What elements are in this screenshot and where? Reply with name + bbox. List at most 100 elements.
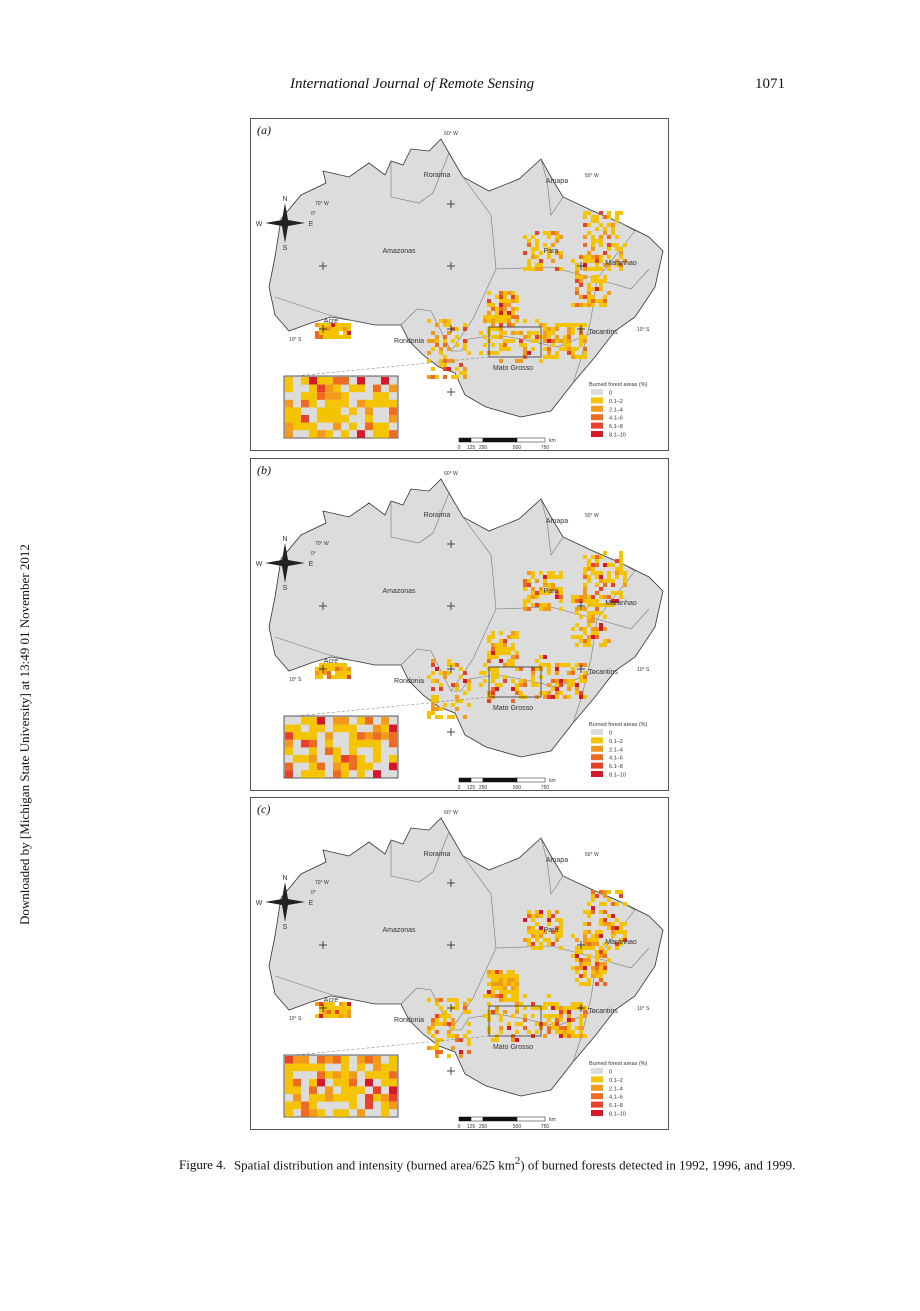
burn-cell — [451, 1046, 455, 1050]
burn-cell — [619, 894, 623, 898]
border-roraima — [390, 831, 450, 883]
inset-cell — [293, 407, 301, 415]
burn-cell — [539, 663, 543, 667]
burn-cell — [455, 1006, 459, 1010]
inset-cell — [373, 392, 381, 400]
burn-cell — [599, 623, 603, 627]
burn-cell — [551, 587, 555, 591]
burn-cell — [523, 603, 527, 607]
burn-cell — [531, 1002, 535, 1006]
burn-cell — [527, 595, 531, 599]
inset-cell — [317, 1078, 325, 1087]
burn-cell — [623, 243, 627, 247]
scalebar-tick: 0 — [458, 785, 461, 791]
burn-cell — [603, 970, 607, 974]
burn-cells — [315, 890, 627, 1058]
burn-cell — [587, 579, 591, 583]
burn-cell — [487, 303, 491, 307]
burn-cell — [607, 255, 611, 259]
burn-cell — [607, 639, 611, 643]
burn-cell — [591, 287, 595, 291]
burn-cell — [555, 355, 559, 359]
inset-cell — [389, 1101, 397, 1110]
burn-cell — [531, 914, 535, 918]
burn-cell — [575, 291, 579, 295]
scalebar-segment — [516, 437, 546, 443]
burn-cell — [583, 303, 587, 307]
burn-cell — [591, 303, 595, 307]
inset-cell — [301, 1063, 309, 1072]
burn-cell — [543, 579, 547, 583]
burn-cell — [511, 655, 515, 659]
burn-cell — [583, 275, 587, 279]
burn-cell — [451, 683, 455, 687]
inset-cell — [333, 770, 341, 778]
burn-cell — [487, 1002, 491, 1006]
burn-cell — [495, 667, 499, 671]
burn-cell — [495, 647, 499, 651]
burn-cell — [439, 715, 443, 719]
inset-cell — [373, 1094, 381, 1102]
burn-cell — [463, 1006, 467, 1010]
burn-cell — [615, 235, 619, 239]
legend-swatch — [591, 422, 603, 429]
burn-cell — [619, 267, 623, 271]
burn-cell — [567, 1030, 571, 1034]
burn-cell — [619, 571, 623, 575]
burn-cell — [543, 243, 547, 247]
burn-cell — [547, 1026, 551, 1030]
burn-cell — [571, 1006, 575, 1010]
scalebar-tick: 0 — [458, 445, 461, 451]
burn-cell — [491, 643, 495, 647]
burn-cell — [467, 1010, 471, 1014]
burn-cell — [543, 930, 547, 934]
burn-cell — [543, 1014, 547, 1018]
burn-cell — [447, 323, 451, 327]
inset-cell — [325, 1086, 333, 1094]
inset-cell — [285, 1071, 293, 1079]
burn-cell — [555, 323, 559, 327]
burn-cell — [579, 639, 583, 643]
burn-cell — [495, 311, 499, 315]
burn-cell — [499, 651, 503, 655]
burn-cell — [599, 954, 603, 958]
burn-cell — [599, 239, 603, 243]
burn-cell — [579, 966, 583, 970]
state-label-para: Para — [544, 588, 559, 595]
burn-cell — [607, 243, 611, 247]
burn-cell — [603, 263, 607, 267]
burn-cell — [439, 359, 443, 363]
burn-cell — [591, 938, 595, 942]
burn-cell — [543, 231, 547, 235]
burn-cell — [523, 1026, 527, 1030]
burn-cell — [547, 1030, 551, 1034]
graticule-label-50w: 50° W — [585, 173, 599, 179]
burn-cell — [599, 283, 603, 287]
burn-cell — [519, 343, 523, 347]
burn-cell — [347, 667, 351, 671]
burn-cell — [547, 255, 551, 259]
panel-label-a: (a) — [257, 123, 271, 137]
inset-cell — [333, 1071, 341, 1079]
burn-cell — [523, 579, 527, 583]
inset-cell — [285, 384, 293, 393]
burn-cell — [555, 910, 559, 914]
inset-cell — [285, 1078, 293, 1087]
burn-cell — [595, 954, 599, 958]
state-label-amazonas: Amazonas — [382, 588, 416, 595]
burn-cell — [463, 715, 467, 719]
burn-cell — [591, 595, 595, 599]
burn-cell — [523, 235, 527, 239]
burn-cell — [327, 1006, 331, 1010]
panel-label-b: (b) — [257, 463, 271, 477]
burn-cell — [587, 623, 591, 627]
inset-cell — [381, 732, 389, 740]
burn-cell — [595, 930, 599, 934]
scalebar-segment — [458, 437, 472, 443]
burn-cell — [531, 942, 535, 946]
burn-cell — [439, 1038, 443, 1042]
burn-cell — [527, 263, 531, 267]
burn-cell — [539, 607, 543, 611]
inset-cell — [285, 1056, 293, 1064]
burn-cell — [555, 231, 559, 235]
